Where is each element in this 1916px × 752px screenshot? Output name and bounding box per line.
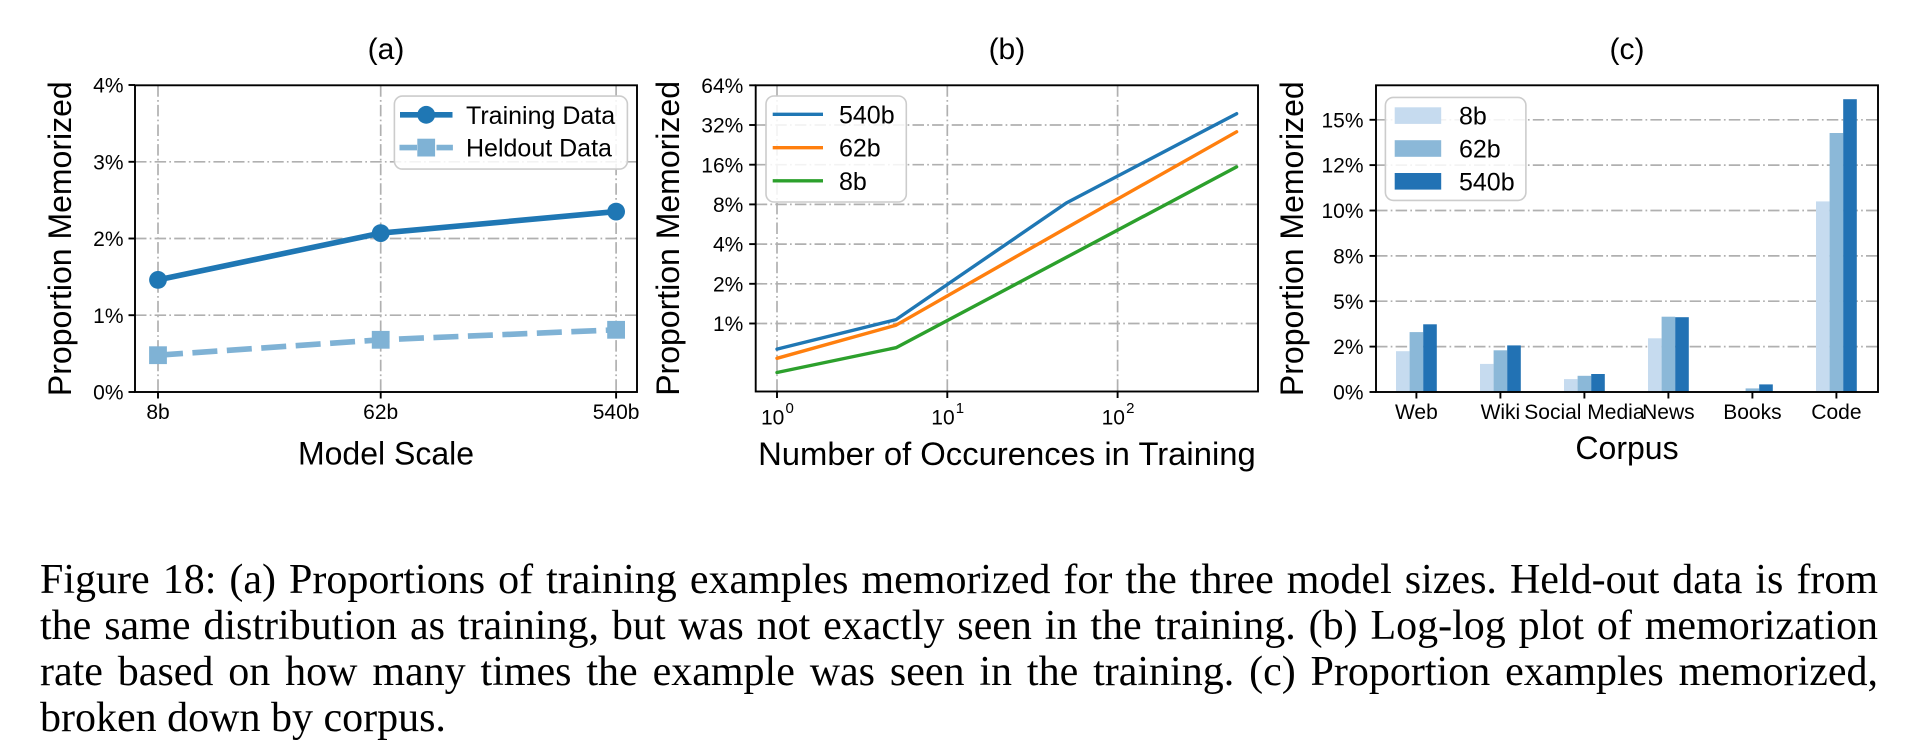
svg-text:540b: 540b (839, 101, 895, 129)
svg-text:Web: Web (1395, 401, 1438, 424)
svg-text:Training Data: Training Data (466, 102, 615, 130)
svg-text:10: 10 (1102, 407, 1125, 430)
svg-text:4%: 4% (713, 234, 743, 257)
svg-text:(b): (b) (989, 33, 1026, 66)
svg-text:Code: Code (1811, 401, 1861, 424)
svg-text:64%: 64% (701, 75, 743, 98)
svg-text:0%: 0% (93, 382, 123, 405)
svg-text:2%: 2% (1333, 336, 1363, 359)
svg-text:Wiki: Wiki (1481, 401, 1521, 424)
svg-text:Corpus: Corpus (1575, 430, 1678, 466)
svg-text:62b: 62b (1459, 136, 1501, 164)
svg-text:10: 10 (761, 407, 784, 430)
svg-text:8%: 8% (1333, 246, 1363, 269)
svg-text:Proportion Memorized: Proportion Memorized (650, 81, 686, 396)
svg-text:8b: 8b (839, 168, 867, 196)
svg-text:2%: 2% (93, 228, 123, 251)
svg-text:1%: 1% (93, 305, 123, 328)
svg-text:16%: 16% (701, 154, 743, 177)
svg-text:Proportion Memorized: Proportion Memorized (42, 81, 78, 396)
svg-text:540b: 540b (1459, 168, 1515, 196)
svg-text:Model Scale: Model Scale (298, 436, 474, 472)
svg-text:5%: 5% (1333, 291, 1363, 314)
svg-text:8b: 8b (1459, 103, 1487, 131)
svg-text:10%: 10% (1321, 200, 1363, 223)
svg-text:10: 10 (931, 407, 954, 430)
svg-text:(c): (c) (1610, 33, 1645, 66)
svg-text:4%: 4% (93, 75, 123, 98)
svg-text:62b: 62b (839, 135, 881, 163)
svg-text:12%: 12% (1321, 155, 1363, 178)
svg-text:540b: 540b (593, 401, 640, 424)
svg-text:8b: 8b (146, 401, 169, 424)
svg-text:News: News (1642, 401, 1695, 424)
svg-text:2%: 2% (713, 273, 743, 296)
svg-text:8%: 8% (713, 194, 743, 217)
svg-text:(a): (a) (368, 33, 405, 66)
svg-text:Number of Occurences in Traini: Number of Occurences in Training (758, 435, 1256, 472)
svg-text:Heldout Data: Heldout Data (466, 135, 612, 163)
svg-text:Books: Books (1723, 401, 1781, 424)
svg-text:3%: 3% (93, 151, 123, 174)
svg-text:62b: 62b (363, 401, 398, 424)
svg-text:1%: 1% (713, 313, 743, 336)
svg-text:32%: 32% (701, 115, 743, 138)
svg-text:0: 0 (786, 400, 794, 417)
svg-text:2: 2 (1126, 400, 1134, 417)
svg-text:1: 1 (956, 400, 964, 417)
svg-text:Proportion Memorized: Proportion Memorized (1274, 81, 1310, 396)
svg-text:0%: 0% (1333, 382, 1363, 405)
svg-text:Social Media: Social Media (1524, 401, 1645, 424)
svg-text:15%: 15% (1321, 109, 1363, 132)
